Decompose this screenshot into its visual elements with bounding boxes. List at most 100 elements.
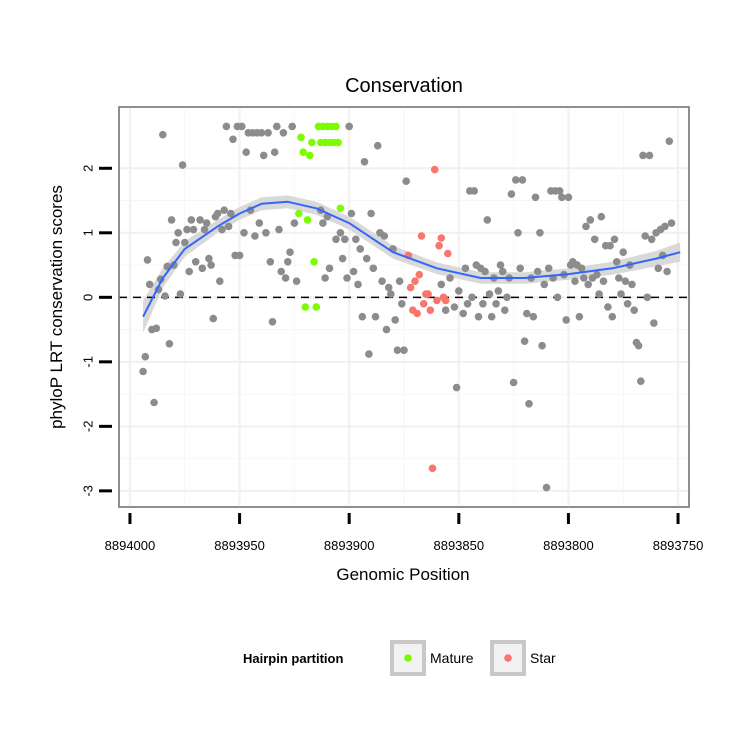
data-point-other: [595, 290, 603, 298]
data-point-other: [367, 209, 375, 218]
data-point-other: [325, 264, 334, 273]
data-point-other: [533, 267, 542, 276]
data-point-other: [273, 122, 281, 131]
data-point-other: [183, 225, 191, 234]
chart-title: Conservation: [345, 75, 463, 97]
data-point-other: [222, 122, 231, 131]
y-axis: -3 -2 -1 0 1 2: [81, 165, 112, 497]
data-point-star: [435, 241, 443, 250]
data-point-other: [321, 274, 329, 282]
legend-swatch-star: [504, 654, 512, 662]
data-point-other: [191, 258, 200, 266]
data-point-other: [240, 229, 248, 237]
data-point-other: [523, 309, 531, 318]
data-point-other: [262, 229, 270, 237]
legend-label-star: Star: [530, 650, 556, 666]
data-point-other: [630, 306, 638, 315]
smooth-line-layer: [142, 200, 681, 318]
data-point-other: [150, 398, 158, 407]
data-point-other: [485, 290, 494, 298]
legend-entries: Mature Star: [390, 640, 556, 676]
data-point-other: [593, 270, 601, 279]
data-point-other: [582, 222, 590, 231]
data-point-other: [319, 219, 327, 227]
data-point-other: [159, 130, 167, 139]
data-point-other: [479, 300, 487, 308]
legend-swatch-mature: [404, 654, 412, 662]
data-point-star: [430, 165, 439, 174]
data-point-other: [580, 274, 588, 282]
data-point-other: [176, 290, 185, 298]
data-point-other: [345, 122, 354, 131]
data-point-other: [354, 280, 362, 289]
data-point-other: [459, 309, 468, 318]
data-point-other: [645, 151, 654, 160]
data-point-star: [428, 464, 437, 473]
data-point-star: [419, 300, 428, 308]
data-point-other: [555, 187, 564, 195]
data-point-other: [562, 316, 570, 324]
data-point-other: [380, 232, 389, 240]
data-point-other: [481, 267, 489, 276]
data-point-other: [518, 176, 527, 184]
data-point-other: [468, 293, 476, 302]
data-point-other: [174, 229, 182, 237]
data-point-other: [514, 229, 522, 237]
y-tick-label: 1: [81, 229, 96, 236]
data-point-other: [387, 290, 395, 298]
data-point-other: [610, 235, 619, 244]
data-point-other: [209, 314, 218, 323]
x-tick-label: 8893950: [214, 538, 265, 553]
data-point-mature: [336, 204, 345, 213]
data-point-mature: [334, 138, 343, 147]
data-point-mature: [305, 151, 314, 160]
data-point-other: [202, 219, 211, 227]
data-point-other: [251, 232, 259, 240]
data-point-other: [628, 280, 636, 289]
data-point-other: [474, 312, 483, 321]
data-point-other: [544, 264, 553, 273]
data-point-other: [536, 229, 544, 237]
data-point-other: [145, 280, 154, 289]
data-point-other: [509, 378, 518, 387]
data-point-other: [189, 225, 198, 234]
data-point-star: [417, 232, 426, 240]
y-axis-label: phyloP LRT conservation scores: [47, 185, 66, 429]
data-point-mature: [299, 148, 308, 156]
data-point-star: [441, 296, 450, 305]
data-point-other: [402, 177, 411, 185]
data-point-other: [139, 367, 147, 376]
data-point-other: [281, 274, 290, 282]
data-point-other: [571, 277, 579, 286]
data-point-other: [531, 193, 540, 202]
data-point-other: [597, 212, 606, 221]
data-point-other: [650, 319, 658, 327]
data-point-other: [178, 161, 187, 169]
data-point-other: [378, 277, 386, 286]
data-point-other: [577, 264, 586, 273]
data-point-other: [619, 248, 627, 256]
data-point-other: [257, 129, 266, 137]
data-point-other: [398, 300, 406, 308]
data-point-other: [143, 256, 152, 264]
data-point-other: [200, 225, 209, 234]
data-point-other: [586, 216, 595, 224]
data-point-other: [553, 293, 562, 302]
data-point-star: [413, 309, 422, 318]
data-point-other: [187, 216, 196, 224]
data-point-other: [275, 225, 283, 234]
data-point-other: [292, 277, 301, 286]
data-point-other: [286, 248, 294, 256]
data-point-other: [487, 312, 496, 321]
data-point-other: [623, 300, 632, 308]
data-point-other: [347, 209, 356, 218]
data-point-other: [268, 318, 277, 326]
data-point-other: [165, 340, 174, 348]
data-point-other: [196, 216, 204, 224]
data-point-other: [365, 350, 373, 358]
x-tick-label: 8893900: [324, 538, 375, 553]
data-point-star: [426, 306, 435, 315]
data-point-other: [218, 225, 226, 234]
data-point-star: [437, 234, 446, 242]
data-point-other: [654, 264, 663, 273]
